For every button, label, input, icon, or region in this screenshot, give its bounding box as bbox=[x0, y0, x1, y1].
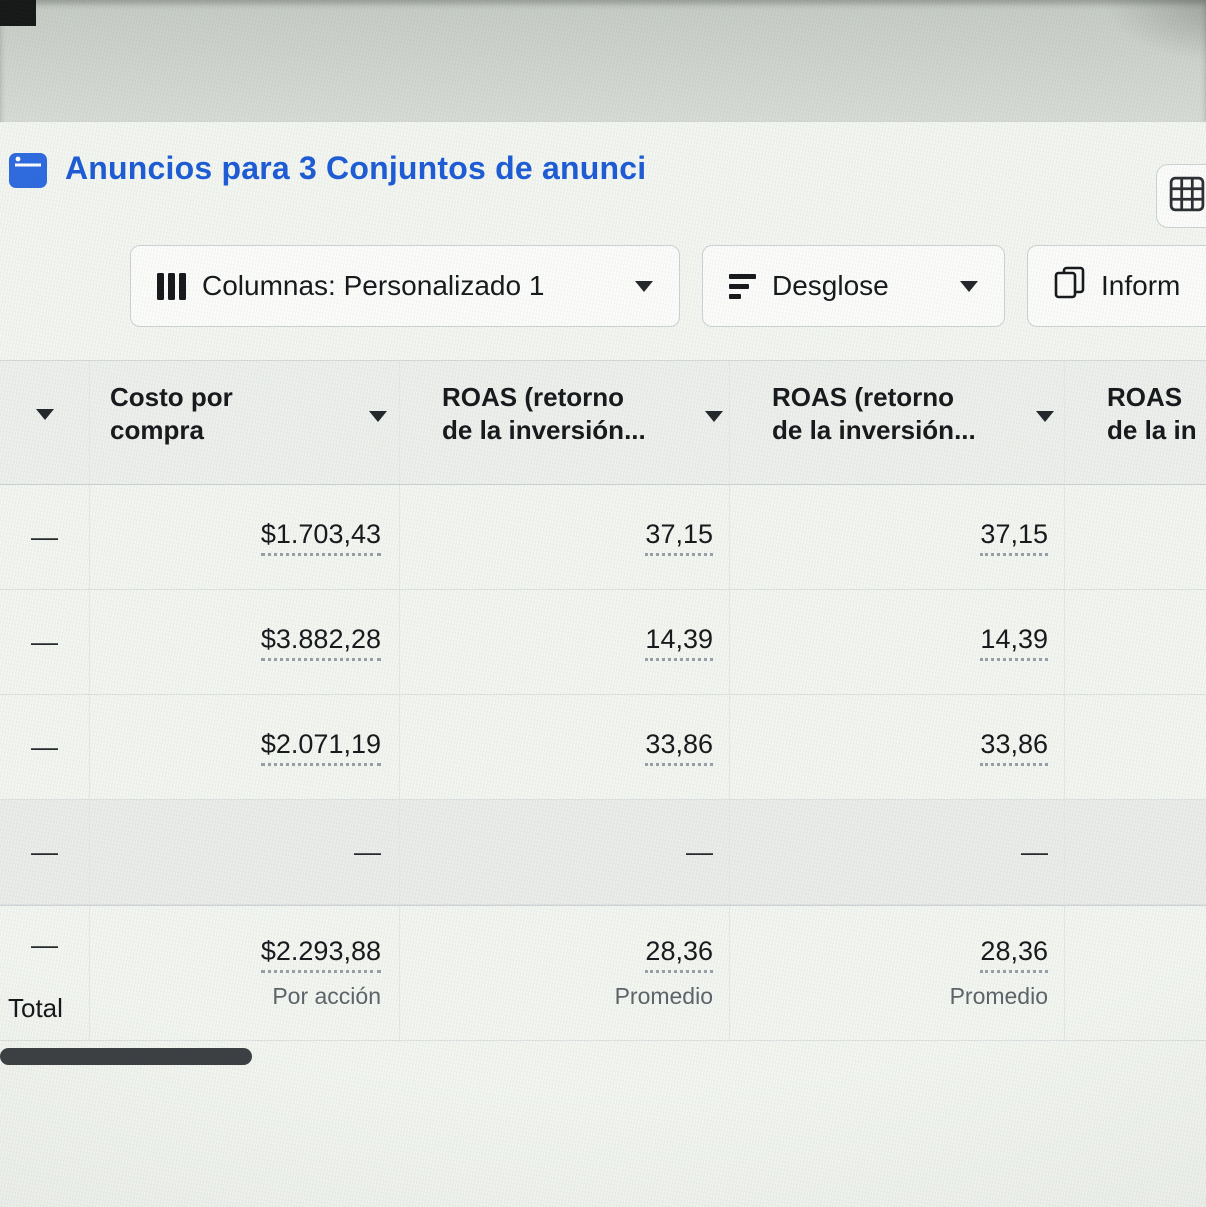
column-header-roas-3[interactable]: ROAS de la in bbox=[1065, 361, 1206, 484]
columns-icon bbox=[157, 272, 186, 300]
horizontal-scrollbar[interactable] bbox=[0, 1048, 252, 1065]
total-cost-cell: $2.293,88 Por acción bbox=[90, 906, 400, 1040]
total-roas-cell: 28,36 Promedio bbox=[400, 906, 730, 1040]
value-subtitle: Promedio bbox=[949, 983, 1048, 1009]
value-subtitle: Por acción bbox=[272, 983, 381, 1009]
chevron-down-icon bbox=[635, 280, 653, 292]
column-header-roas-2[interactable]: ROAS (retorno de la inversión... bbox=[730, 361, 1065, 484]
metric-value: $1.703,43 bbox=[260, 519, 381, 556]
total-value-stack: 28,36 Promedio bbox=[615, 936, 713, 1010]
metric-value: 33,86 bbox=[645, 729, 713, 766]
row-dash: — bbox=[31, 930, 58, 960]
reports-icon bbox=[1054, 266, 1085, 306]
total-value-stack: $2.293,88 Por acción bbox=[260, 936, 381, 1010]
chevron-down-icon bbox=[35, 409, 54, 420]
row-expand-cell: — bbox=[0, 800, 90, 904]
reports-button-label: Inform bbox=[1101, 270, 1181, 301]
metric-value: $2.293,88 bbox=[260, 936, 381, 973]
total-value-stack: 28,36 Promedio bbox=[950, 936, 1048, 1010]
metric-value: 14,39 bbox=[980, 624, 1048, 661]
row-expand-cell: — bbox=[0, 485, 90, 589]
column-header-label: ROAS de la in bbox=[1107, 382, 1197, 446]
column-header-costo-por-compra[interactable]: Costo por compra bbox=[90, 361, 400, 484]
chevron-down-icon bbox=[369, 411, 387, 422]
cost-per-purchase-cell: $3.882,28 bbox=[90, 590, 400, 694]
row-expand-cell: — bbox=[0, 695, 90, 799]
roas-cell: 14,39 bbox=[400, 590, 730, 694]
cost-per-purchase-cell: $1.703,43 bbox=[90, 485, 400, 589]
roas-cell bbox=[1065, 590, 1206, 694]
empty-value-dash: — bbox=[1021, 836, 1048, 867]
roas-cell: 37,15 bbox=[400, 485, 730, 589]
metric-value: 28,36 bbox=[645, 936, 713, 973]
chevron-down-icon bbox=[960, 280, 978, 292]
breakdown-button[interactable]: Desglose bbox=[702, 245, 1005, 327]
page-title: Anuncios para 3 Conjuntos de anunci bbox=[65, 150, 647, 186]
roas-cell: 37,15 bbox=[730, 485, 1065, 589]
roas-cell: 33,86 bbox=[400, 695, 730, 799]
roas-cell: — bbox=[730, 800, 1065, 904]
columns-button[interactable]: Columnas: Personalizado 1 bbox=[130, 245, 680, 327]
table-row: — — — — bbox=[0, 800, 1206, 905]
row-expand-cell: — bbox=[0, 590, 90, 694]
chevron-down-icon bbox=[705, 411, 723, 422]
empty-value-dash: — bbox=[686, 836, 713, 867]
ads-manager-panel: Anuncios para 3 Conjuntos de anunci Colu… bbox=[0, 122, 1206, 1207]
roas-cell: — bbox=[400, 800, 730, 904]
pivot-table-button[interactable] bbox=[1156, 164, 1206, 228]
column-header-label: ROAS (retorno de la inversión... bbox=[772, 382, 976, 446]
roas-cell bbox=[1065, 695, 1206, 799]
breakdown-icon bbox=[729, 273, 756, 299]
chevron-down-icon bbox=[1036, 411, 1054, 422]
metric-value: $2.071,19 bbox=[260, 729, 381, 766]
column-header-expand[interactable] bbox=[0, 361, 90, 484]
table-row: — $2.071,19 33,86 33,86 bbox=[0, 695, 1206, 800]
table-row: — $3.882,28 14,39 14,39 bbox=[0, 590, 1206, 695]
column-header-label: ROAS (retorno de la inversión... bbox=[442, 382, 646, 446]
metric-value: $3.882,28 bbox=[260, 624, 381, 661]
columns-button-label: Columnas: Personalizado 1 bbox=[202, 270, 545, 301]
column-header-label: Costo por compra bbox=[110, 382, 233, 446]
toolbar: Columnas: Personalizado 1 Desglose Infor… bbox=[130, 245, 1206, 327]
table-header-row: Costo por compra ROAS (retorno de la inv… bbox=[0, 360, 1206, 485]
total-roas-cell: 28,36 Promedio bbox=[730, 906, 1065, 1040]
row-dash: — bbox=[31, 521, 58, 552]
row-dash: — bbox=[31, 731, 58, 762]
bezel-corner bbox=[0, 0, 36, 26]
ads-tab-icon bbox=[8, 150, 48, 190]
total-expand-cell: — Total bbox=[0, 906, 90, 1040]
reports-button[interactable]: Inform bbox=[1027, 245, 1206, 327]
metric-value: 37,15 bbox=[980, 519, 1048, 556]
breakdown-button-label: Desglose bbox=[772, 270, 889, 301]
total-roas-cell bbox=[1065, 906, 1206, 1040]
top-band bbox=[0, 0, 1206, 122]
metric-value: 33,86 bbox=[980, 729, 1048, 766]
roas-cell: 14,39 bbox=[730, 590, 1065, 694]
metric-value: 28,36 bbox=[980, 936, 1048, 973]
total-row: — Total $2.293,88 Por acción 28,36 Prome… bbox=[0, 905, 1206, 1041]
metric-value: 37,15 bbox=[645, 519, 713, 556]
table-row: — $1.703,43 37,15 37,15 bbox=[0, 485, 1206, 590]
metric-value: 14,39 bbox=[645, 624, 713, 661]
roas-cell bbox=[1065, 800, 1206, 904]
row-dash: — bbox=[31, 626, 58, 657]
cost-per-purchase-cell: — bbox=[90, 800, 400, 904]
roas-cell: 33,86 bbox=[730, 695, 1065, 799]
empty-value-dash: — bbox=[354, 836, 381, 867]
value-subtitle: Promedio bbox=[614, 983, 713, 1009]
row-dash: — bbox=[31, 836, 58, 867]
title-row: Anuncios para 3 Conjuntos de anunci bbox=[8, 148, 1206, 228]
pivot-table-icon bbox=[1169, 176, 1205, 217]
column-header-roas-1[interactable]: ROAS (retorno de la inversión... bbox=[400, 361, 730, 484]
roas-cell bbox=[1065, 485, 1206, 589]
ads-table: Costo por compra ROAS (retorno de la inv… bbox=[0, 360, 1206, 1041]
total-label: Total bbox=[8, 993, 63, 1023]
cost-per-purchase-cell: $2.071,19 bbox=[90, 695, 400, 799]
